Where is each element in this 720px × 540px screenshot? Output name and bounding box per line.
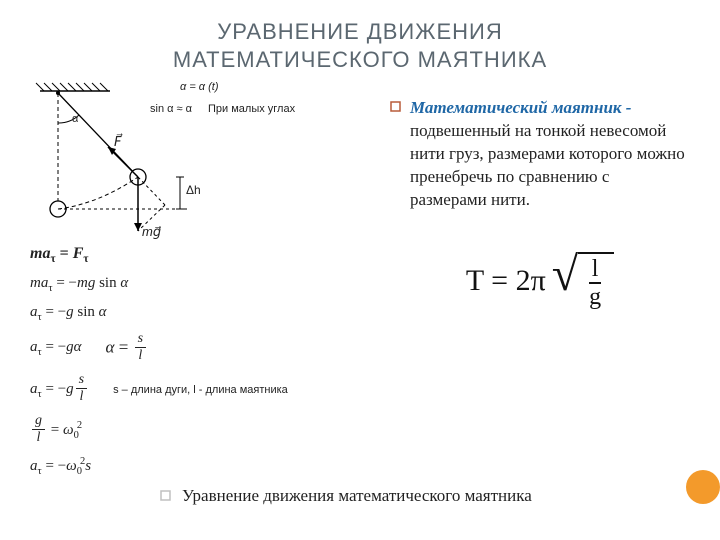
footer-text: Уравнение движения математического маятн… [182,486,532,506]
sin-approx: sin α ≈ α [150,103,192,115]
eq-4-note: s – длина дуги, l - длина маятника [113,384,288,396]
eq-1: maτ = −mg sin α [30,275,370,294]
period-formula-block: T = 2π √ l g [390,252,690,310]
period-den: g [586,284,604,309]
eq-3: aτ = −gα α = sl [30,333,370,364]
force-f-label: F⃗ [114,134,121,150]
equation-list: maτ = Fτ maτ = −mg sin α aτ = −g sin α a… [30,245,370,477]
definition-text: Математический маятник - подвешенный на … [410,97,690,212]
eq-2: aτ = −g sin α [30,304,370,323]
eq-main: maτ = Fτ [30,245,370,265]
angle-label: α [72,113,78,125]
right-column: Математический маятник - подвешенный на … [390,79,690,487]
eq-4: aτ = −gsl s – длина дуги, l - длина маят… [30,374,370,405]
left-column: α α = α (t) sin α ≈ α При малых углах F⃗… [30,79,370,487]
alpha-func: α = α (t) [180,81,219,93]
sqrt-icon: √ l g [552,252,614,310]
definition-block: Математический маятник - подвешенный на … [390,97,690,212]
slide: УРАВНЕНИЕ ДВИЖЕНИЯ МАТЕМАТИЧЕСКОГО МАЯТН… [0,0,720,540]
dh-label: Δh [186,183,201,197]
slide-title: УРАВНЕНИЕ ДВИЖЕНИЯ МАТЕМАТИЧЕСКОГО МАЯТН… [30,18,690,73]
period-lhs: T = 2π [466,264,546,298]
pendulum-diagram: α α = α (t) sin α ≈ α При малых углах F⃗… [30,79,330,239]
period-formula: T = 2π √ l g [466,252,614,310]
definition-body: подвешенный на тонкой невесомой нити гру… [410,121,685,209]
eq-6: aτ = −ω02s [30,456,370,477]
bullet-icon [390,101,402,113]
definition-term: Математический маятник - [410,98,631,117]
title-line-2: МАТЕМАТИЧЕСКОГО МАЯТНИКА [173,47,547,72]
accent-dot [686,470,720,504]
approx-note: При малых углах [208,103,295,115]
title-line-1: УРАВНЕНИЕ ДВИЖЕНИЯ [217,19,503,44]
weight-label: mg⃗ [142,224,161,240]
content-columns: α α = α (t) sin α ≈ α При малых углах F⃗… [30,79,690,487]
eq-5: gl = ω02 [30,415,370,446]
period-num: l [589,257,602,284]
footer-bullet-icon [160,490,172,502]
footer-line: Уравнение движения математического маятн… [160,486,532,506]
